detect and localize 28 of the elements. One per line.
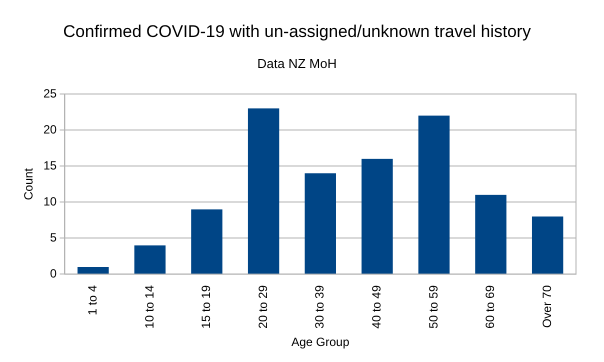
bar [248, 108, 280, 274]
bar [78, 267, 109, 274]
bar [362, 158, 393, 274]
y-tick-label: 25 [43, 86, 58, 100]
y-tick-label: 0 [50, 266, 58, 281]
y-tick-label: 15 [43, 158, 58, 172]
y-tick-label: 20 [43, 122, 58, 136]
x-tick-label: 50 to 59 [426, 284, 440, 329]
x-tick-label: 15 to 19 [199, 284, 214, 329]
x-axis-title: Age Group [291, 335, 350, 350]
x-tick-label: 1 to 4 [85, 284, 100, 316]
bar [532, 216, 564, 274]
x-tick-label: 60 to 69 [483, 284, 498, 329]
y-axis-title: Count [22, 167, 36, 200]
x-tick-label: 10 to 14 [142, 284, 156, 329]
y-tick-label: 5 [50, 230, 58, 244]
x-tick-label: 30 to 39 [312, 284, 327, 329]
bar [304, 173, 336, 274]
x-tick-label: 20 to 29 [256, 284, 270, 329]
bar [475, 194, 506, 274]
bar [418, 116, 450, 274]
chart-title: Confirmed COVID-19 with un-assigned/unknown travel history [63, 22, 532, 41]
x-tick-label: Over 70 [540, 284, 554, 328]
x-tick-label: 40 to 49 [369, 284, 384, 329]
bar [134, 245, 166, 274]
bar [191, 209, 222, 274]
chart-subtitle: Data NZ MoH [257, 56, 337, 71]
y-tick-label: 10 [43, 194, 58, 208]
